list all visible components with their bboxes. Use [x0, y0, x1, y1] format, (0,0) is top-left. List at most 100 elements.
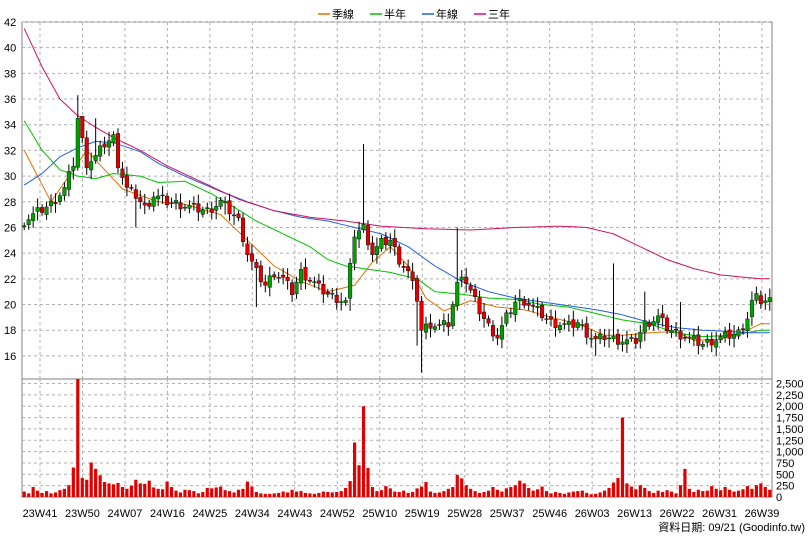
candle-down	[415, 278, 420, 302]
candle-down	[531, 305, 536, 307]
candle-down	[593, 335, 598, 340]
candle-down	[486, 318, 491, 324]
candle-up	[156, 195, 161, 200]
volume-bar	[196, 493, 200, 497]
price-y-tick: 16	[4, 351, 16, 363]
volume-bar	[294, 491, 299, 497]
candle-down	[410, 271, 415, 281]
price-y-tick: 42	[4, 17, 16, 29]
volume-bar	[80, 477, 84, 497]
volume-bar	[763, 487, 767, 497]
volume-bar	[120, 487, 125, 497]
volume-bar	[446, 488, 450, 497]
candle-down	[236, 213, 241, 219]
candle-down	[740, 328, 745, 330]
candle-up	[620, 341, 625, 345]
candle-up	[57, 195, 62, 202]
candle-up	[339, 301, 344, 303]
volume-bar	[419, 486, 424, 497]
candle-up	[763, 300, 768, 303]
volume-bar	[352, 442, 357, 497]
volume-bar	[607, 487, 611, 497]
price-y-tick: 28	[4, 197, 16, 209]
candle-down	[53, 202, 58, 205]
candle-down	[263, 281, 268, 286]
candle-down	[133, 189, 138, 199]
volume-bar	[263, 493, 267, 497]
volume-bar	[370, 487, 375, 497]
volume-bar	[705, 490, 709, 497]
volume-bar	[277, 492, 281, 497]
volume-bar	[553, 492, 558, 497]
candle-down	[682, 337, 687, 339]
volume-grid	[22, 379, 772, 497]
candle-down	[383, 237, 388, 245]
candle-down	[464, 276, 469, 284]
volume-bar	[187, 490, 192, 497]
volume-bar	[576, 491, 580, 497]
volume-bar	[379, 490, 383, 497]
candle-down	[615, 333, 620, 345]
price-y-tick: 30	[4, 171, 16, 183]
volume-bar	[375, 491, 379, 497]
candle-down	[290, 282, 295, 295]
volume-bar	[598, 492, 602, 497]
ma-line-3y	[23, 28, 770, 280]
candle-up	[767, 297, 772, 302]
volume-bar	[402, 490, 406, 497]
price-y-axis: 16 18 20 22 24 26 28 30 32 34 36 38 40 42	[4, 17, 16, 363]
candle-down	[227, 200, 232, 215]
x-tick-label: 26W03	[575, 508, 610, 520]
volume-bar	[611, 482, 616, 497]
volume-bar	[495, 489, 500, 497]
candle-up	[205, 207, 210, 210]
candle-down	[303, 267, 308, 281]
volume-bar	[424, 482, 428, 497]
price-y-tick: 26	[4, 222, 16, 234]
candle-up	[598, 333, 603, 340]
candle-down	[249, 253, 254, 262]
volume-bar	[692, 492, 696, 497]
candle-down	[602, 335, 607, 340]
volume-bar	[147, 480, 151, 497]
candle-down	[321, 284, 326, 295]
volume-bar	[513, 485, 517, 497]
candle-up	[566, 321, 571, 325]
volume-bar	[384, 486, 388, 497]
volume-bar	[562, 493, 567, 497]
volume-bar	[232, 492, 236, 497]
x-tick-label: 24W25	[192, 508, 227, 520]
x-tick-label: 24W52	[320, 508, 355, 520]
candle-up	[562, 323, 567, 325]
volume-bar	[549, 493, 553, 497]
candle-up	[580, 324, 585, 326]
candle-down	[147, 202, 152, 207]
candle-up	[374, 246, 379, 255]
volume-bar	[272, 493, 276, 497]
candle-up	[49, 201, 54, 207]
candle-up	[611, 335, 616, 340]
candle-down	[84, 137, 89, 169]
candle-down	[178, 202, 183, 210]
volume-bar	[129, 485, 133, 497]
legend-label-0: 季線	[332, 7, 354, 21]
volume-bar	[683, 468, 687, 497]
candle-up	[107, 140, 112, 148]
volume-bar	[406, 492, 410, 497]
x-tick-label: 23W50	[65, 508, 100, 520]
volume-bar	[665, 490, 669, 497]
candle-up	[624, 339, 629, 345]
volume-bar	[201, 492, 205, 497]
candle-up	[348, 263, 353, 299]
volume-bar	[442, 491, 446, 497]
candle-down	[40, 207, 45, 213]
volume-bar	[250, 486, 254, 497]
volume-bar	[701, 491, 705, 497]
volume-bar	[415, 488, 419, 497]
candle-down	[647, 322, 652, 327]
candle-down	[540, 305, 545, 319]
candle-up	[44, 206, 49, 215]
volume-bar	[53, 492, 58, 497]
candle-down	[633, 337, 638, 344]
candle-up	[276, 276, 281, 279]
